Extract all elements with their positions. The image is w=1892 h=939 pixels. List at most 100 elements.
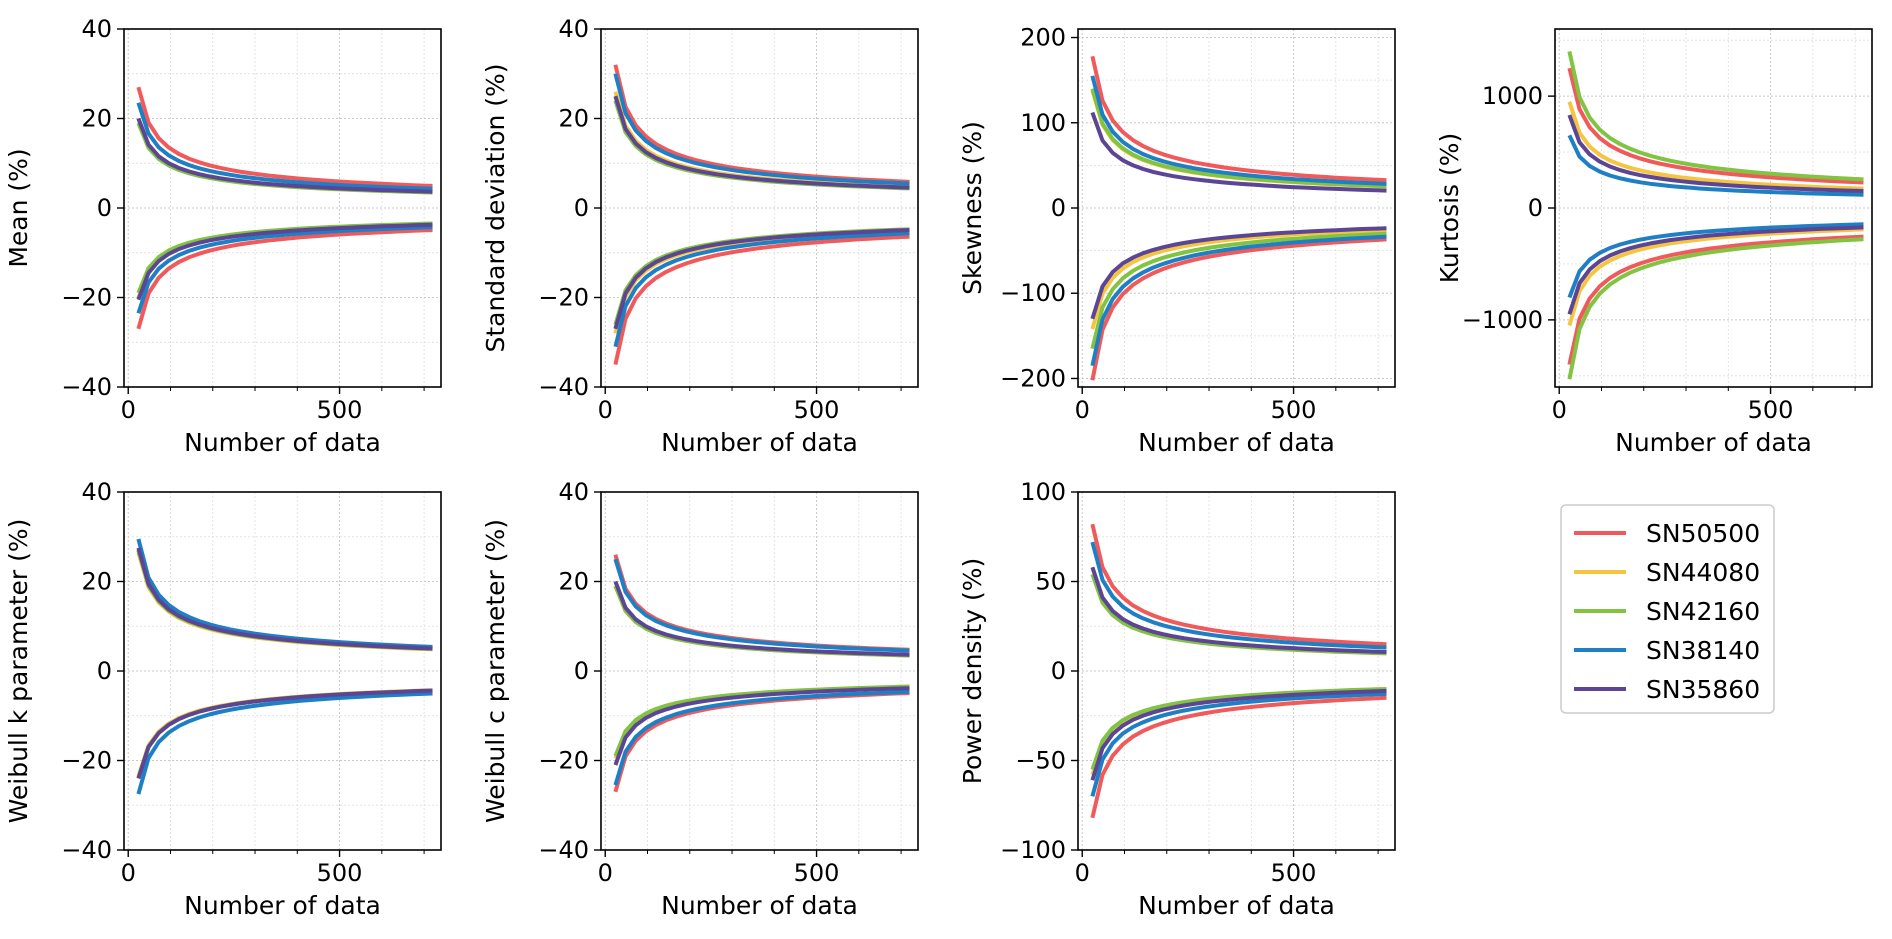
legend-label-SN35860: SN35860 — [1646, 675, 1760, 704]
x-tick-label: 0 — [121, 859, 136, 887]
series-line-SN35860-upper — [1567, 114, 1864, 193]
series-line-SN35860-lower — [136, 222, 433, 301]
y-tick-label: −20 — [538, 747, 589, 775]
x-axis-label: Number of data — [1138, 428, 1335, 457]
y-tick-label: 20 — [558, 568, 589, 596]
series-line-SN50500-upper — [1567, 67, 1864, 185]
series-line-SN44080-upper — [136, 551, 433, 652]
series-line-SN38140-upper — [136, 102, 433, 191]
series-line-SN38140-lower — [1090, 691, 1387, 797]
series-line-SN44080-upper — [1090, 89, 1387, 189]
series-line-SN35860-upper — [136, 117, 433, 194]
series-line-SN35860-upper — [613, 580, 910, 657]
series-line-SN38140-lower — [1567, 222, 1864, 299]
series-line-SN42160-lower — [1090, 687, 1387, 771]
y-tick-label: −40 — [61, 836, 112, 864]
y-tick-label: 40 — [558, 15, 589, 43]
series-line-SN38140-lower — [136, 691, 433, 795]
y-axis-label: Skewness (%) — [958, 121, 987, 295]
y-tick-label: −100 — [1000, 279, 1066, 307]
series-line-SN38140-lower — [1090, 234, 1387, 367]
series-line-SN50500-lower — [1567, 234, 1864, 366]
series-line-SN35860-lower — [613, 228, 910, 330]
legend-label-SN50500: SN50500 — [1646, 519, 1760, 548]
x-tick-label: 500 — [317, 396, 363, 424]
chart-panel-3: 0 500 −200 −100 0 100 200 Number of data Skewnes… — [958, 24, 1396, 457]
chart-panel-1: 0 500 −40 −20 0 20 40 Number of data Mean (%) — [4, 15, 442, 457]
y-tick-label: −200 — [1000, 364, 1066, 392]
series-line-SN50500-upper — [1090, 523, 1387, 647]
y-tick-label: −20 — [61, 747, 112, 775]
series-line-SN35860-upper — [1090, 566, 1387, 654]
x-tick-label: 0 — [598, 859, 613, 887]
y-tick-label: 0 — [574, 194, 589, 222]
y-tick-label: −40 — [61, 373, 112, 401]
series-line-SN35860-lower — [1090, 226, 1387, 320]
series-line-SN38140-upper — [1567, 134, 1864, 197]
legend-box — [1560, 504, 1775, 714]
y-tick-label: 20 — [558, 105, 589, 133]
y-tick-label: −50 — [1015, 747, 1066, 775]
series-line-SN50500-upper — [136, 86, 433, 188]
y-tick-label: 0 — [574, 657, 589, 685]
y-axis-label: Mean (%) — [4, 148, 33, 267]
series-line-SN35860-upper — [1090, 111, 1387, 193]
series-line-SN38140-upper — [1090, 75, 1387, 186]
y-tick-label: 200 — [1020, 24, 1066, 52]
series-line-SN35860-lower — [613, 686, 910, 766]
series-line-SN38140-upper — [1090, 541, 1387, 650]
y-axis-label: Standard deviation (%) — [481, 63, 510, 352]
x-axis-label: Number of data — [184, 891, 381, 920]
series-line-SN35860-lower — [1567, 225, 1864, 315]
y-tick-label: −1000 — [1462, 306, 1543, 334]
legend-label-SN42160: SN42160 — [1646, 597, 1760, 626]
series-line-SN50500-lower — [1090, 695, 1387, 819]
y-axis-label: Power density (%) — [958, 558, 987, 784]
y-tick-label: 0 — [1528, 194, 1543, 222]
y-tick-label: 1000 — [1482, 82, 1543, 110]
y-tick-label: 100 — [1020, 109, 1066, 137]
series-line-SN50500-lower — [613, 234, 910, 366]
chart-panel-5: 0 500 −40 −20 0 20 40 Number of data Weibull k p… — [4, 478, 442, 920]
x-tick-label: 0 — [121, 396, 136, 424]
series-line-SN42160-upper — [136, 549, 433, 651]
series-line-SN42160-lower — [1090, 231, 1387, 350]
y-tick-label: 40 — [558, 478, 589, 506]
y-tick-label: 0 — [1051, 657, 1066, 685]
y-tick-label: 20 — [81, 568, 112, 596]
series-line-SN42160-lower — [1567, 237, 1864, 380]
legend-label-SN38140: SN38140 — [1646, 636, 1760, 665]
chart-panel-7: 0 500 −100 −50 0 50 100 Number of data Power den… — [958, 478, 1396, 920]
series-line-SN35860-upper — [136, 547, 433, 651]
y-tick-label: 40 — [81, 478, 112, 506]
series-line-SN38140-lower — [613, 689, 910, 786]
y-axis-label: Kurtosis (%) — [1435, 133, 1464, 284]
x-tick-label: 0 — [1075, 859, 1090, 887]
y-tick-label: 0 — [97, 657, 112, 685]
x-tick-label: 500 — [794, 859, 840, 887]
x-tick-label: 0 — [1075, 396, 1090, 424]
series-line-SN50500-upper — [136, 549, 433, 651]
y-axis-label: Weibull c parameter (%) — [481, 519, 510, 823]
x-axis-label: Number of data — [661, 891, 858, 920]
x-axis-label: Number of data — [1615, 428, 1812, 457]
chart-panel-2: 0 500 −40 −20 0 20 40 Number of data Standard de… — [481, 15, 919, 457]
y-tick-label: −40 — [538, 373, 589, 401]
chart-panel-4: 0 500 −1000 0 1000 Number of data Kurtosis (%) — [1435, 28, 1873, 457]
y-axis-label: Weibull k parameter (%) — [4, 519, 33, 824]
x-tick-label: 0 — [1552, 396, 1567, 424]
x-axis-label: Number of data — [184, 428, 381, 457]
x-axis-label: Number of data — [1138, 891, 1335, 920]
series-line-SN38140-upper — [613, 73, 910, 186]
series-line-SN50500-lower — [1090, 237, 1387, 381]
series-line-SN38140-lower — [613, 231, 910, 348]
x-tick-label: 500 — [1271, 859, 1317, 887]
series-line-SN35860-upper — [613, 95, 910, 190]
series-line-SN42160-upper — [1090, 88, 1387, 189]
series-line-SN50500-upper — [613, 64, 910, 184]
y-tick-label: −40 — [538, 836, 589, 864]
x-tick-label: 0 — [598, 396, 613, 424]
x-tick-label: 500 — [1271, 396, 1317, 424]
series-line-SN50500-upper — [1090, 55, 1387, 183]
